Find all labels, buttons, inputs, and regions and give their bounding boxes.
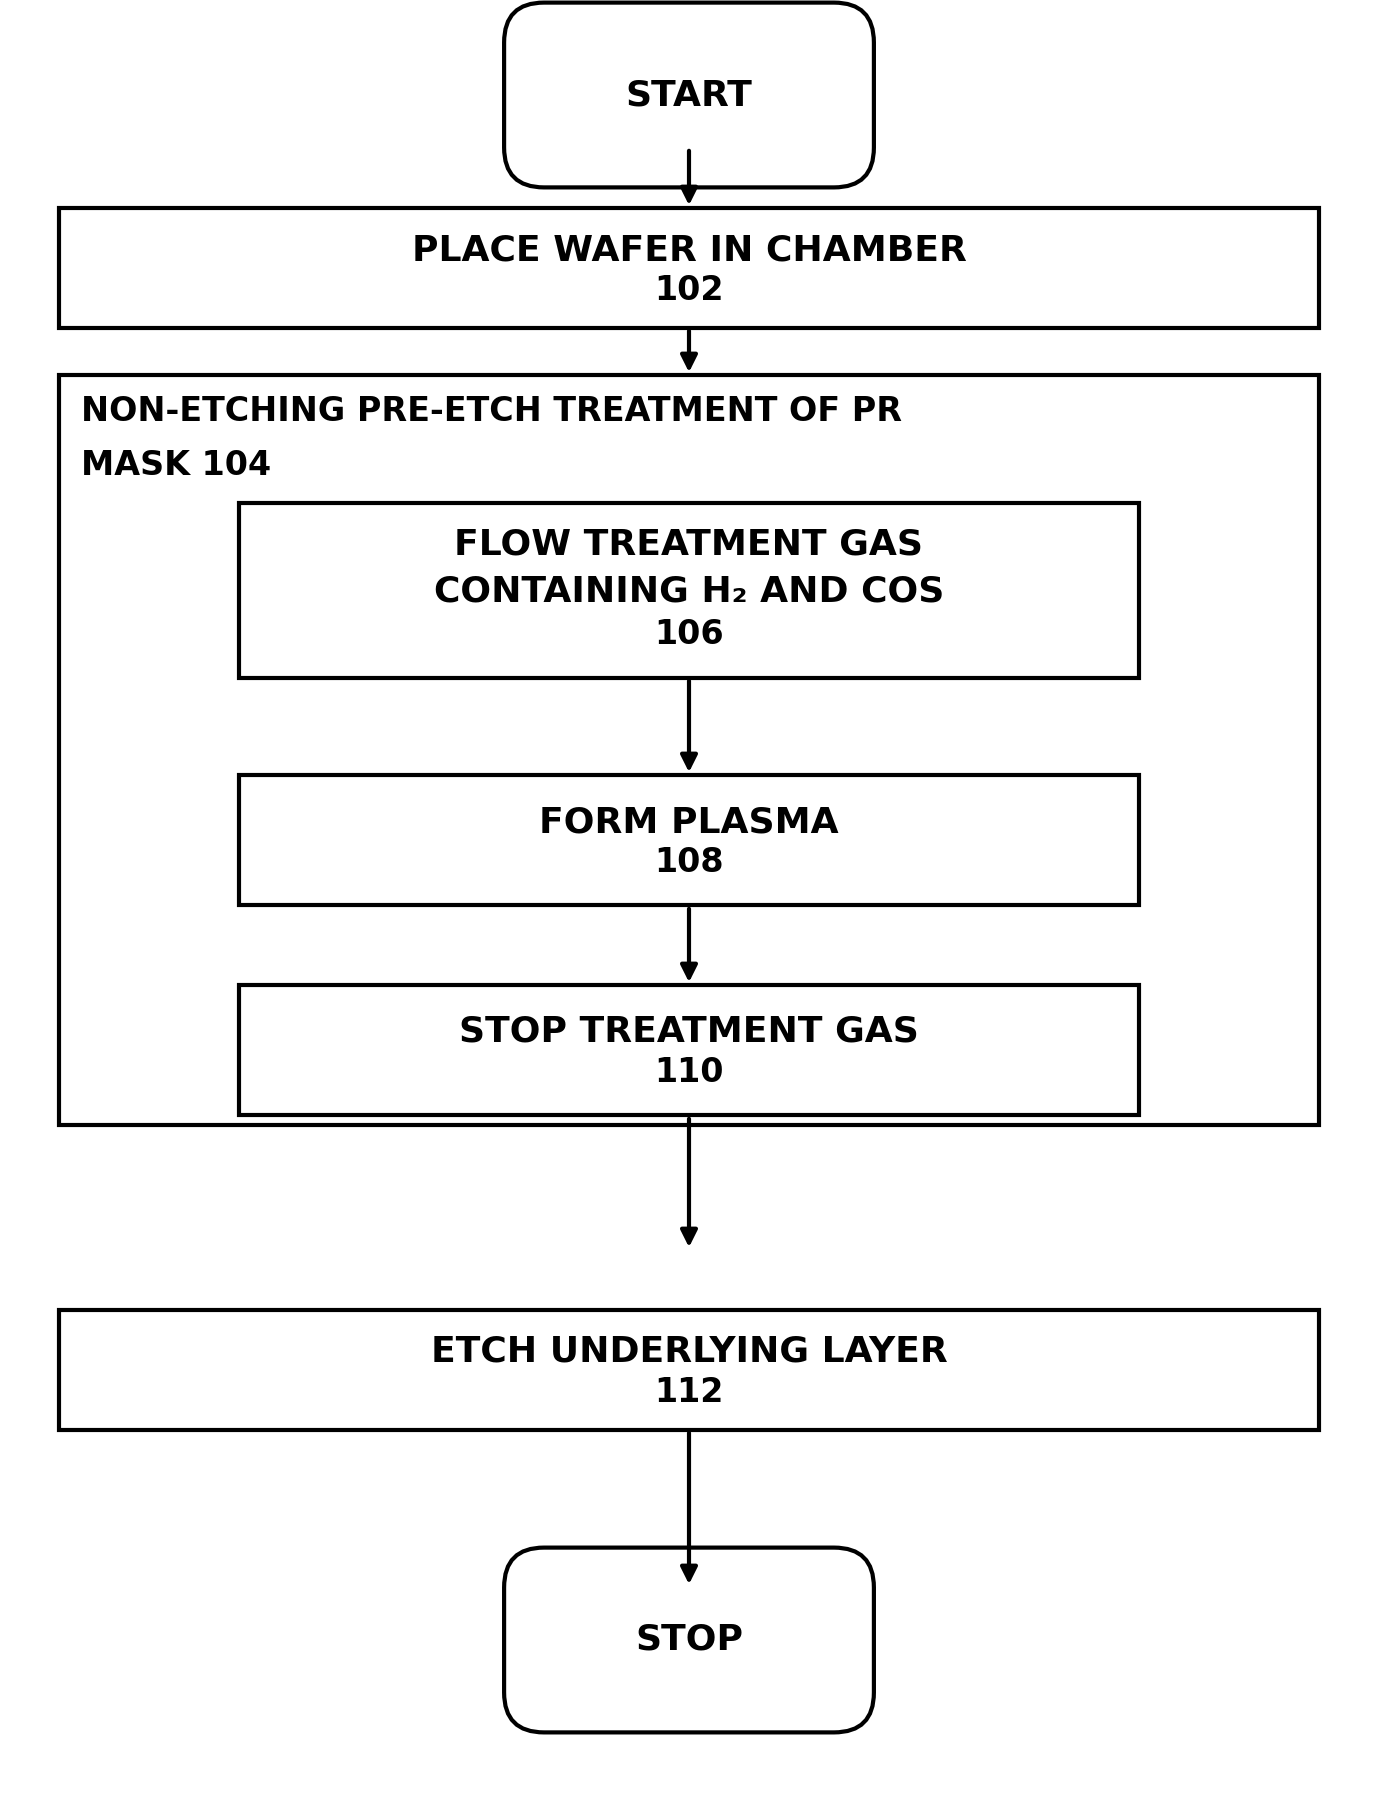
Text: 110: 110	[654, 1055, 724, 1088]
Text: ETCH UNDERLYING LAYER: ETCH UNDERLYING LAYER	[430, 1335, 947, 1370]
Text: PLACE WAFER IN CHAMBER: PLACE WAFER IN CHAMBER	[411, 233, 967, 267]
Text: START: START	[626, 78, 753, 112]
Text: STOP: STOP	[634, 1623, 743, 1657]
Bar	[239, 985, 1139, 1115]
Text: 108: 108	[654, 846, 724, 878]
Bar	[59, 1310, 1318, 1429]
Text: 112: 112	[654, 1375, 724, 1408]
Bar	[59, 376, 1318, 1126]
Bar	[239, 775, 1139, 905]
FancyBboxPatch shape	[505, 2, 874, 188]
Text: NON-ETCHING PRE-ETCH TREATMENT OF PR
MASK 104: NON-ETCHING PRE-ETCH TREATMENT OF PR MAS…	[81, 396, 902, 482]
Bar	[59, 208, 1318, 329]
Text: 102: 102	[654, 273, 724, 307]
Text: 106: 106	[654, 618, 724, 652]
Bar	[239, 502, 1139, 678]
Text: FLOW TREATMENT GAS
CONTAINING H₂ AND COS: FLOW TREATMENT GAS CONTAINING H₂ AND COS	[434, 528, 945, 609]
Text: FORM PLASMA: FORM PLASMA	[539, 804, 838, 838]
Text: STOP TREATMENT GAS: STOP TREATMENT GAS	[459, 1016, 918, 1050]
FancyBboxPatch shape	[505, 1547, 874, 1733]
